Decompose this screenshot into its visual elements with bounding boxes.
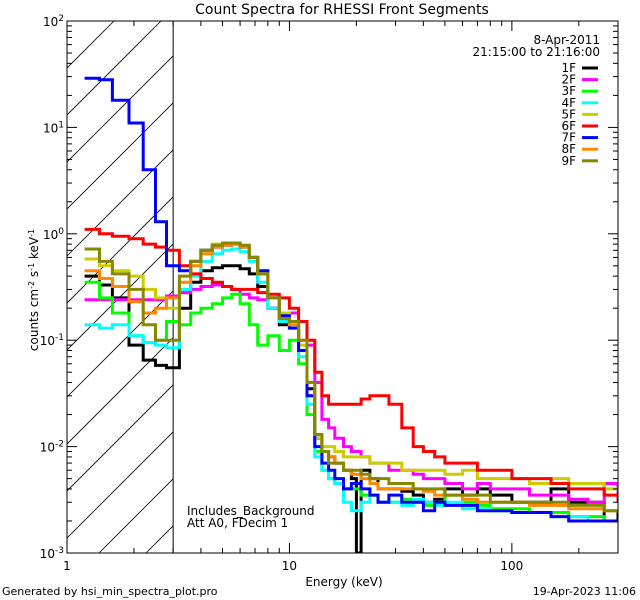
plot-frame: [66, 20, 619, 554]
legend-label-5F: 5F: [561, 107, 576, 121]
y-tick-label: 101: [43, 120, 64, 135]
hatch-line: [67, 21, 162, 116]
y-axis-label: counts cm-2 s-1 keV-1: [27, 229, 42, 351]
legend-label-7F: 7F: [561, 131, 576, 145]
series-4F: [84, 247, 618, 523]
axis-ticks: [66, 20, 619, 554]
excluded-range-hatching: [67, 21, 174, 553]
series-layer: [84, 76, 618, 553]
legend-date: 8-Apr-2011: [533, 33, 600, 47]
series-6F: [84, 227, 618, 503]
legend-label-6F: 6F: [561, 119, 576, 133]
hatch-line: [67, 102, 174, 210]
annotation-background: Includes_Background: [187, 504, 315, 518]
x-tick-label: 10: [282, 559, 297, 573]
hatch-line: [67, 431, 174, 539]
hatch-line: [67, 21, 115, 69]
y-tick-label: 100: [43, 227, 64, 242]
hatch-line: [67, 243, 174, 351]
hatch-line: [67, 55, 174, 163]
legend-label-9F: 9F: [561, 154, 576, 168]
x-tick-labels: 1 10 100: [63, 559, 523, 573]
annotation-attenuator: Att A0, FDecim 1: [187, 516, 288, 530]
series-2F: [84, 283, 618, 504]
footer-generated-by: Generated by hsi_min_spectra_plot.pro: [2, 585, 218, 598]
y-tick-label: 10-1: [40, 333, 64, 348]
y-tick-label: 10-3: [40, 546, 64, 561]
legend-label-2F: 2F: [561, 73, 576, 87]
x-tick-label: 100: [500, 559, 523, 573]
legend-label-1F: 1F: [561, 61, 576, 75]
legend: 8-Apr-2011 21:15:00 to 21:16:00 1F2F3F4F…: [473, 33, 600, 168]
series-9F: [84, 241, 618, 513]
hatch-line: [67, 196, 174, 304]
x-tick-label: 1: [63, 559, 71, 573]
legend-label-8F: 8F: [561, 142, 576, 156]
x-axis-label: Energy (keV): [305, 575, 382, 589]
legend-label-4F: 4F: [561, 96, 576, 110]
legend-label-3F: 3F: [561, 84, 576, 98]
hatch-line: [67, 384, 174, 492]
y-tick-label: 10-2: [40, 440, 64, 455]
y-tick-label: 102: [43, 14, 64, 29]
chart-title: Count Spectra for RHESSI Front Segments: [195, 2, 489, 18]
y-tick-labels: 10-3 10-2 10-1 100 101 102: [40, 14, 65, 561]
footer-timestamp: 19-Apr-2023 11:06: [533, 585, 636, 598]
legend-time-range: 21:15:00 to 21:16:00: [473, 45, 600, 59]
